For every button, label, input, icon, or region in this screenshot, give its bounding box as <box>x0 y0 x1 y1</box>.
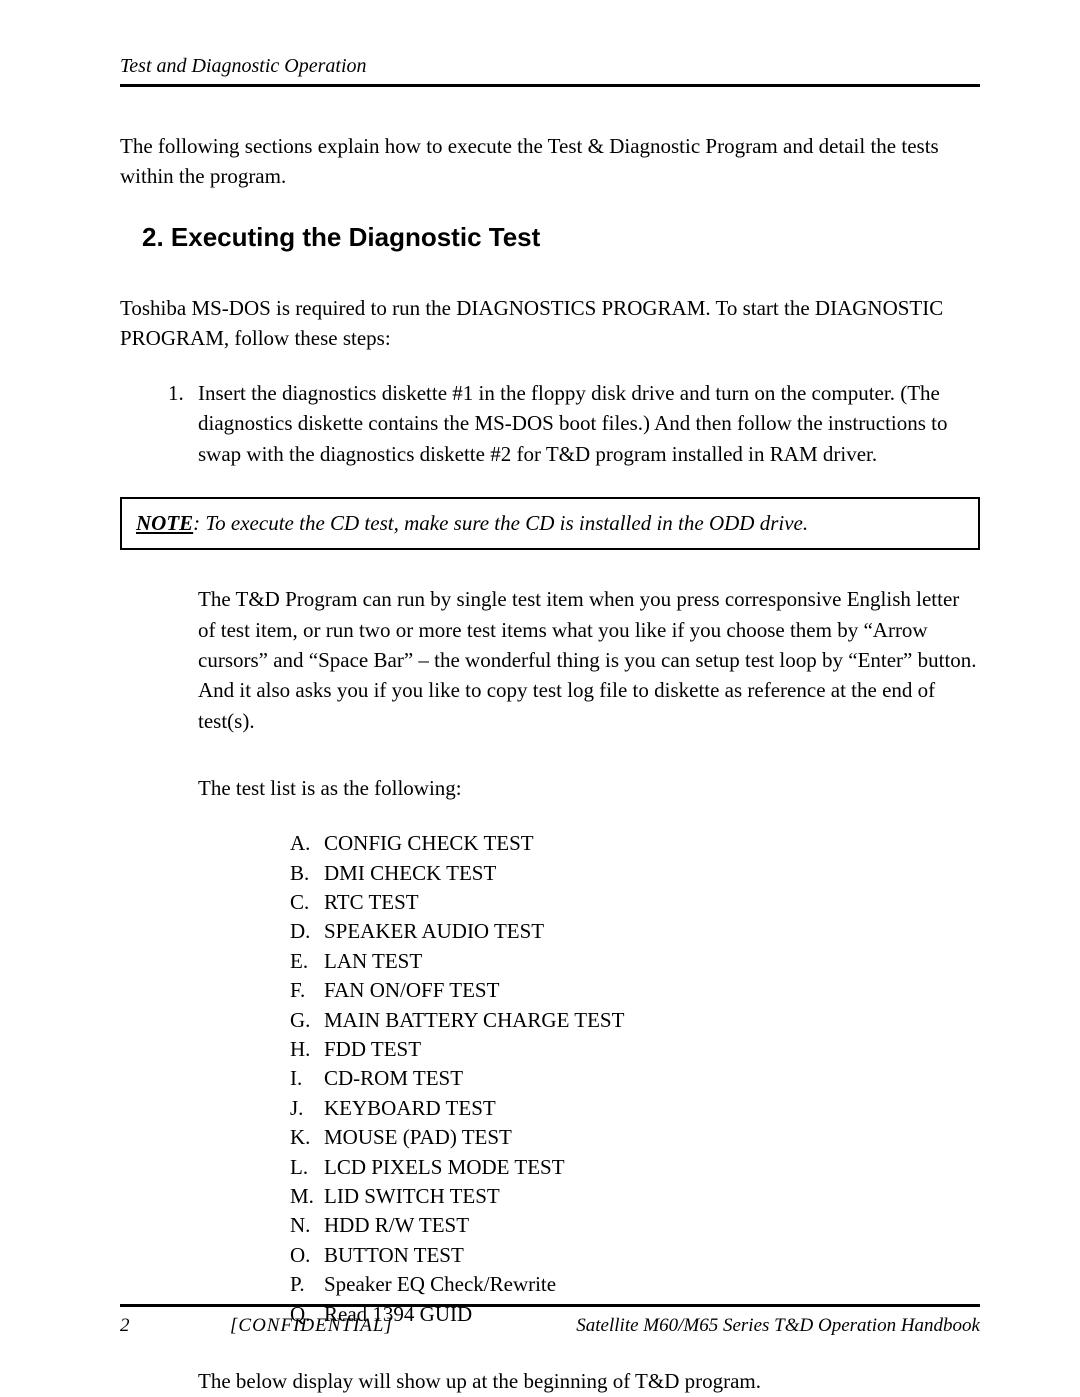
test-letter: H. <box>290 1035 324 1064</box>
running-header: Test and Diagnostic Operation <box>120 55 980 87</box>
test-list-item: N.HDD R/W TEST <box>290 1211 980 1240</box>
test-list-item: H.FDD TEST <box>290 1035 980 1064</box>
test-name: RTC TEST <box>324 888 419 917</box>
test-letter: B. <box>290 859 324 888</box>
test-letter: F. <box>290 976 324 1005</box>
note-label: NOTE <box>136 511 193 535</box>
paragraph-1: Toshiba MS-DOS is required to run the DI… <box>120 293 980 354</box>
test-list-item: J.KEYBOARD TEST <box>290 1094 980 1123</box>
page-footer: 2 [CONFIDENTIAL] Satellite M60/M65 Serie… <box>120 1304 980 1337</box>
test-letter: G. <box>290 1006 324 1035</box>
test-name: MAIN BATTERY CHARGE TEST <box>324 1006 624 1035</box>
test-name: FAN ON/OFF TEST <box>324 976 499 1005</box>
test-name: HDD R/W TEST <box>324 1211 469 1240</box>
section-title: Executing the Diagnostic Test <box>171 222 540 252</box>
test-name: CD-ROM TEST <box>324 1064 463 1093</box>
test-list-item: E.LAN TEST <box>290 947 980 976</box>
test-list-item: M.LID SWITCH TEST <box>290 1182 980 1211</box>
ordered-step: 1. Insert the diagnostics diskette #1 in… <box>168 378 980 469</box>
test-list-item: D.SPEAKER AUDIO TEST <box>290 917 980 946</box>
footer-confidential: [CONFIDENTIAL] <box>230 1315 393 1337</box>
footer-title: Satellite M60/M65 Series T&D Operation H… <box>393 1315 980 1337</box>
test-letter: N. <box>290 1211 324 1240</box>
content-area: Test and Diagnostic Operation The follow… <box>120 55 980 1394</box>
closing-paragraph: The below display will show up at the be… <box>198 1369 980 1394</box>
test-list-item: C.RTC TEST <box>290 888 980 917</box>
test-letter: M. <box>290 1182 324 1211</box>
test-name: LAN TEST <box>324 947 422 976</box>
test-list-item: K.MOUSE (PAD) TEST <box>290 1123 980 1152</box>
test-letter: O. <box>290 1241 324 1270</box>
section-heading: 2. Executing the Diagnostic Test <box>142 222 980 253</box>
test-list-item: F.FAN ON/OFF TEST <box>290 976 980 1005</box>
test-name: Speaker EQ Check/Rewrite <box>324 1270 556 1299</box>
test-name: LCD PIXELS MODE TEST <box>324 1153 565 1182</box>
test-name: LID SWITCH TEST <box>324 1182 500 1211</box>
test-name: CONFIG CHECK TEST <box>324 829 534 858</box>
test-name: FDD TEST <box>324 1035 421 1064</box>
note-box: NOTE: To execute the CD test, make sure … <box>120 497 980 550</box>
test-letter: E. <box>290 947 324 976</box>
test-letter: J. <box>290 1094 324 1123</box>
note-text: : To execute the CD test, make sure the … <box>193 511 808 535</box>
test-letter: I. <box>290 1064 324 1093</box>
test-list-item: G.MAIN BATTERY CHARGE TEST <box>290 1006 980 1035</box>
test-list-item: O.BUTTON TEST <box>290 1241 980 1270</box>
test-name: BUTTON TEST <box>324 1241 464 1270</box>
page: Test and Diagnostic Operation The follow… <box>0 0 1080 1397</box>
test-letter: K. <box>290 1123 324 1152</box>
test-name: KEYBOARD TEST <box>324 1094 496 1123</box>
test-letter: D. <box>290 917 324 946</box>
test-list-item: I.CD-ROM TEST <box>290 1064 980 1093</box>
test-letter: L. <box>290 1153 324 1182</box>
test-list-item: A.CONFIG CHECK TEST <box>290 829 980 858</box>
intro-paragraph: The following sections explain how to ex… <box>120 131 980 192</box>
test-letter: A. <box>290 829 324 858</box>
step-text: Insert the diagnostics diskette #1 in th… <box>198 378 980 469</box>
test-name: SPEAKER AUDIO TEST <box>324 917 544 946</box>
test-list-item: L.LCD PIXELS MODE TEST <box>290 1153 980 1182</box>
test-list-item: B.DMI CHECK TEST <box>290 859 980 888</box>
footer-page-number: 2 <box>120 1315 230 1337</box>
post-note-paragraph: The T&D Program can run by single test i… <box>198 584 980 736</box>
test-name: MOUSE (PAD) TEST <box>324 1123 512 1152</box>
test-letter: C. <box>290 888 324 917</box>
section-number: 2. <box>142 222 164 252</box>
test-list-intro: The test list is as the following: <box>198 776 980 801</box>
test-list-item: P.Speaker EQ Check/Rewrite <box>290 1270 980 1299</box>
test-name: DMI CHECK TEST <box>324 859 496 888</box>
test-list: A.CONFIG CHECK TESTB.DMI CHECK TESTC.RTC… <box>290 829 980 1329</box>
step-number: 1. <box>168 378 198 469</box>
test-letter: P. <box>290 1270 324 1299</box>
